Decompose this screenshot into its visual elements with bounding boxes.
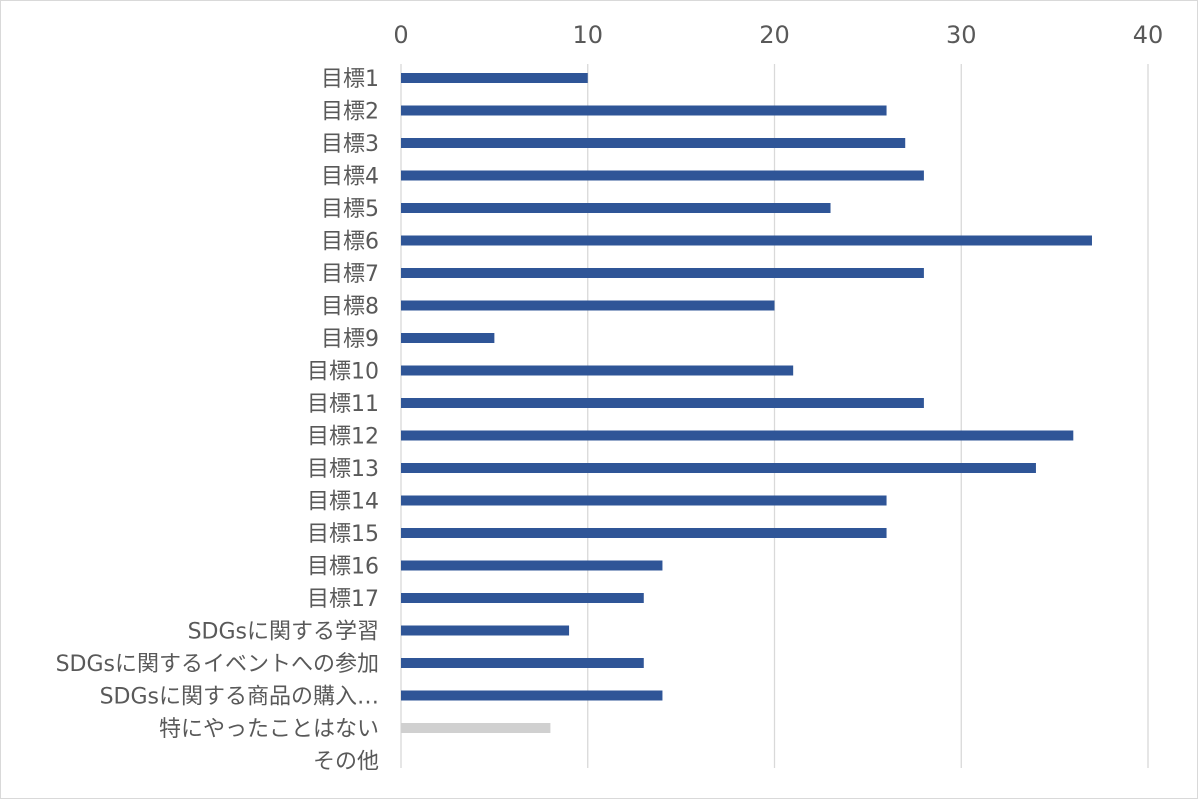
bar xyxy=(401,658,644,668)
category-label: 目標2 xyxy=(321,100,379,125)
bar xyxy=(401,300,775,311)
bar xyxy=(401,690,663,701)
category-label: 目標16 xyxy=(307,555,379,580)
x-tick-label: 10 xyxy=(572,21,603,49)
bar xyxy=(401,528,887,538)
bar xyxy=(401,235,1092,246)
bar xyxy=(401,625,570,636)
bar xyxy=(401,723,551,733)
bar xyxy=(401,463,1036,473)
category-label: SDGsに関するイベントへの参加 xyxy=(56,652,379,677)
category-label: 目標4 xyxy=(321,165,379,190)
category-labels: 目標1 目標2 目標3 目標4 目標5 目標6 目標7 目標8 目標9 目標10 目標11 目標12 目… xyxy=(56,67,379,775)
x-tick-label: 0 xyxy=(393,21,408,49)
bar xyxy=(401,73,588,83)
category-label: 目標15 xyxy=(307,522,379,547)
category-label: SDGsに関する商品の購入… xyxy=(100,685,379,710)
category-label: 目標5 xyxy=(321,197,379,222)
axis-ticks: 0 10 20 30 40 xyxy=(393,21,1163,49)
category-label: 目標8 xyxy=(321,295,379,320)
x-tick-label: 40 xyxy=(1133,21,1164,49)
x-tick-label: 30 xyxy=(946,21,977,49)
bar xyxy=(401,593,644,603)
category-label: 目標3 xyxy=(321,132,379,157)
bars xyxy=(401,73,1092,733)
category-label: 特にやったことはない xyxy=(159,717,379,742)
bar xyxy=(401,333,495,343)
category-label: 目標12 xyxy=(307,425,379,450)
category-label: 目標14 xyxy=(307,490,379,515)
bar xyxy=(401,560,663,571)
category-label: その他 xyxy=(313,750,379,775)
category-label: 目標10 xyxy=(307,360,379,385)
bar xyxy=(401,138,906,148)
category-label: 目標6 xyxy=(321,230,379,255)
category-label: SDGsに関する学習 xyxy=(188,620,379,645)
bar xyxy=(401,365,794,376)
gridlines xyxy=(400,64,1149,768)
bar xyxy=(401,170,924,181)
category-label: 目標9 xyxy=(321,327,379,352)
category-label: 目標17 xyxy=(307,587,379,612)
bar xyxy=(401,495,887,506)
bar xyxy=(401,398,924,408)
category-label: 目標7 xyxy=(321,262,379,287)
x-tick-label: 20 xyxy=(759,21,790,49)
bar xyxy=(401,203,831,213)
bar xyxy=(401,268,924,278)
bar xyxy=(401,105,887,116)
category-label: 目標1 xyxy=(321,67,379,92)
category-label: 目標13 xyxy=(307,457,379,482)
category-label: 目標11 xyxy=(307,392,379,417)
bar xyxy=(401,430,1074,441)
